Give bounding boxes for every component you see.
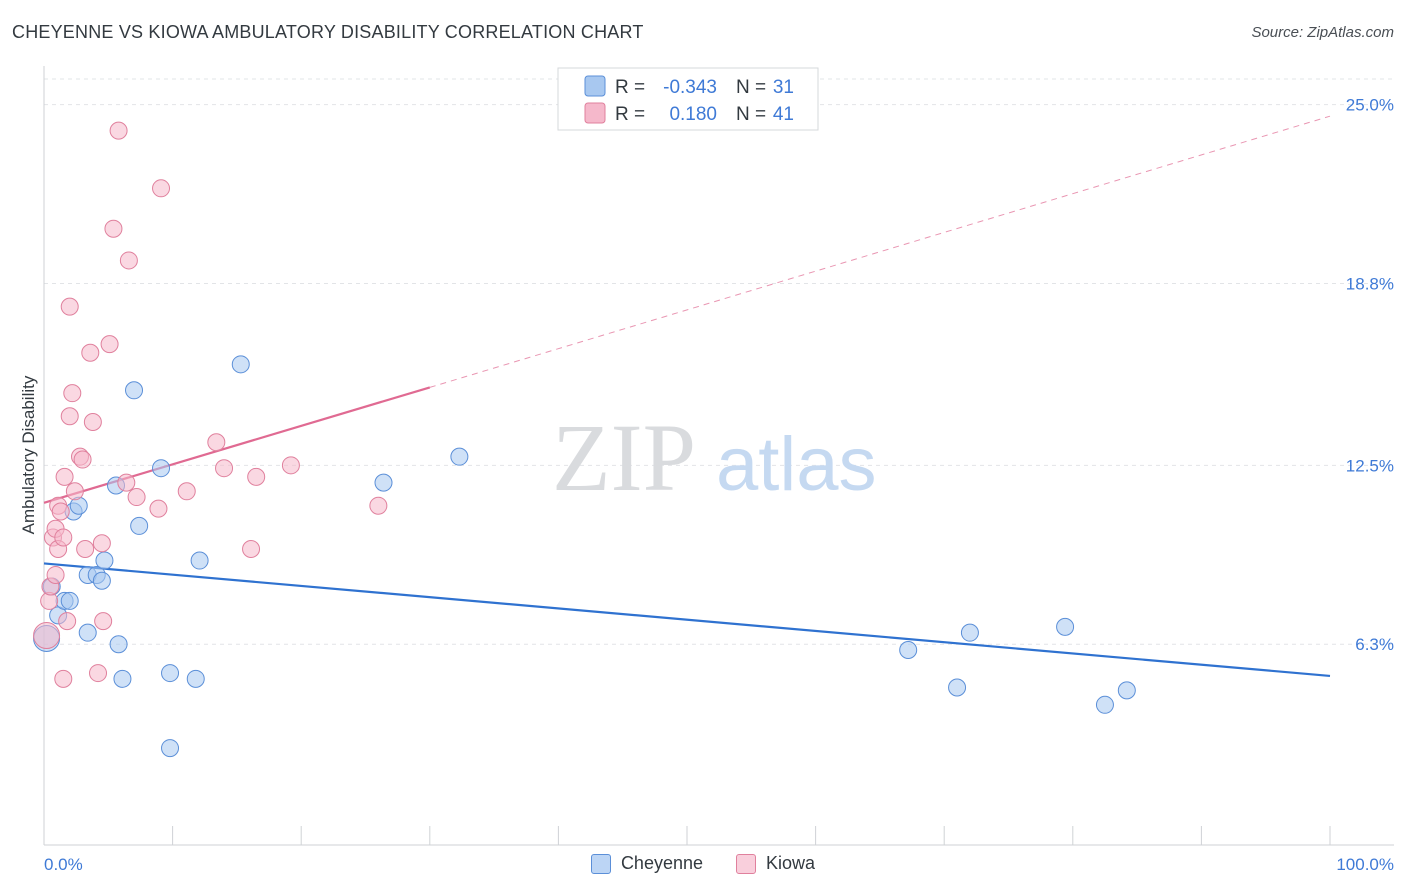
point-cheyenne	[161, 739, 180, 758]
point-kiowa	[207, 433, 226, 452]
legend-n-label-kiowa: N =	[736, 104, 766, 125]
legend-swatch-cheyenne	[584, 75, 606, 97]
point-cheyenne	[1056, 617, 1075, 636]
chart-title: CHEYENNE VS KIOWA AMBULATORY DISABILITY …	[12, 22, 644, 42]
point-cheyenne	[109, 635, 128, 654]
y-tick-label: 18.8%	[1346, 275, 1394, 294]
point-cheyenne	[899, 640, 918, 659]
series-legend-item-cheyenne[interactable]: Cheyenne	[590, 853, 704, 874]
point-cheyenne	[130, 516, 149, 535]
point-kiowa	[65, 482, 84, 501]
point-cheyenne	[113, 669, 132, 688]
point-cheyenne	[186, 669, 205, 688]
legend-n-value-cheyenne: 31	[773, 77, 794, 98]
point-kiowa	[76, 539, 95, 558]
point-kiowa	[242, 539, 261, 558]
point-kiowa	[83, 413, 102, 432]
trend-lines	[43, 115, 1331, 678]
point-cheyenne	[948, 678, 967, 697]
point-cheyenne	[161, 664, 180, 683]
point-kiowa	[369, 496, 388, 515]
point-kiowa	[73, 450, 92, 469]
point-kiowa	[54, 528, 73, 547]
point-cheyenne	[60, 591, 79, 610]
point-cheyenne	[374, 473, 393, 492]
point-kiowa	[100, 335, 119, 354]
point-cheyenne	[92, 571, 111, 590]
point-cheyenne	[1117, 681, 1136, 700]
y-tick-label: 25.0%	[1346, 96, 1394, 115]
legend-r-value-kiowa: 0.180	[669, 104, 717, 125]
point-kiowa	[177, 482, 196, 501]
legend-r-label-cheyenne: R =	[615, 77, 645, 98]
point-kiowa	[92, 534, 111, 553]
point-kiowa	[33, 622, 61, 650]
series-legend-swatch-cheyenne	[590, 853, 611, 874]
x-tick-labels: 0.0% 100.0%	[44, 855, 1394, 874]
stats-legend: R = -0.343 N = 31 R = 0.180 N = 41	[557, 67, 819, 131]
axes	[43, 66, 1394, 846]
y-tick-label: 6.3%	[1355, 635, 1394, 654]
point-kiowa	[109, 121, 128, 140]
trend-line-cheyenne	[43, 562, 1331, 678]
point-kiowa	[58, 612, 77, 631]
point-kiowa	[81, 343, 100, 362]
point-cheyenne	[152, 459, 171, 478]
x-tick-label-max: 100.0%	[1336, 855, 1394, 874]
point-kiowa	[215, 459, 234, 478]
legend-n-label-cheyenne: N =	[736, 77, 766, 98]
legend-swatch-kiowa	[584, 102, 606, 124]
series-legend-label-cheyenne: Cheyenne	[620, 853, 704, 873]
series-legend: Cheyenne Kiowa	[0, 853, 1406, 879]
point-cheyenne	[1095, 695, 1114, 714]
point-kiowa	[63, 384, 82, 403]
point-kiowa	[247, 467, 266, 486]
trend-line-kiowa	[43, 386, 431, 504]
y-tick-label: 12.5%	[1346, 456, 1394, 475]
point-kiowa	[117, 473, 136, 492]
watermark-atlas: atlas	[716, 422, 877, 507]
y-tick-labels: 6.3% 12.5% 18.8% 25.0%	[1346, 96, 1394, 655]
point-kiowa	[119, 251, 138, 270]
point-cheyenne	[190, 551, 209, 570]
source-credit: Source: ZipAtlas.com	[1251, 24, 1394, 41]
point-kiowa	[55, 467, 74, 486]
point-cheyenne	[231, 355, 250, 374]
y-axis-label: Ambulatory Disability	[19, 375, 38, 534]
watermark-zip: ZIP	[552, 404, 696, 511]
point-cheyenne	[450, 447, 469, 466]
point-kiowa	[46, 565, 65, 584]
point-kiowa	[51, 502, 70, 521]
legend-r-value-cheyenne: -0.343	[663, 77, 717, 98]
legend-n-value-kiowa: 41	[773, 104, 794, 125]
point-cheyenne	[78, 623, 97, 642]
series-legend-label-kiowa: Kiowa	[766, 853, 816, 873]
point-cheyenne	[960, 623, 979, 642]
point-cheyenne	[125, 381, 144, 400]
x-tick-label-min: 0.0%	[44, 855, 83, 874]
point-kiowa	[60, 407, 79, 426]
trend-line-extension-kiowa	[429, 115, 1331, 388]
point-cheyenne	[95, 551, 114, 570]
series-legend-swatch-kiowa	[736, 853, 757, 874]
point-kiowa	[127, 488, 146, 507]
point-kiowa	[89, 664, 108, 683]
point-kiowa	[149, 499, 168, 518]
series-legend-item-kiowa[interactable]: Kiowa	[736, 853, 815, 874]
data-points	[33, 121, 1136, 758]
watermark: ZIP atlas	[552, 404, 877, 511]
point-kiowa	[54, 669, 73, 688]
point-kiowa	[94, 612, 113, 631]
point-kiowa	[281, 456, 300, 475]
point-kiowa	[60, 297, 79, 316]
point-kiowa	[104, 219, 123, 238]
legend-r-label-kiowa: R =	[615, 104, 645, 125]
point-kiowa	[152, 179, 171, 198]
